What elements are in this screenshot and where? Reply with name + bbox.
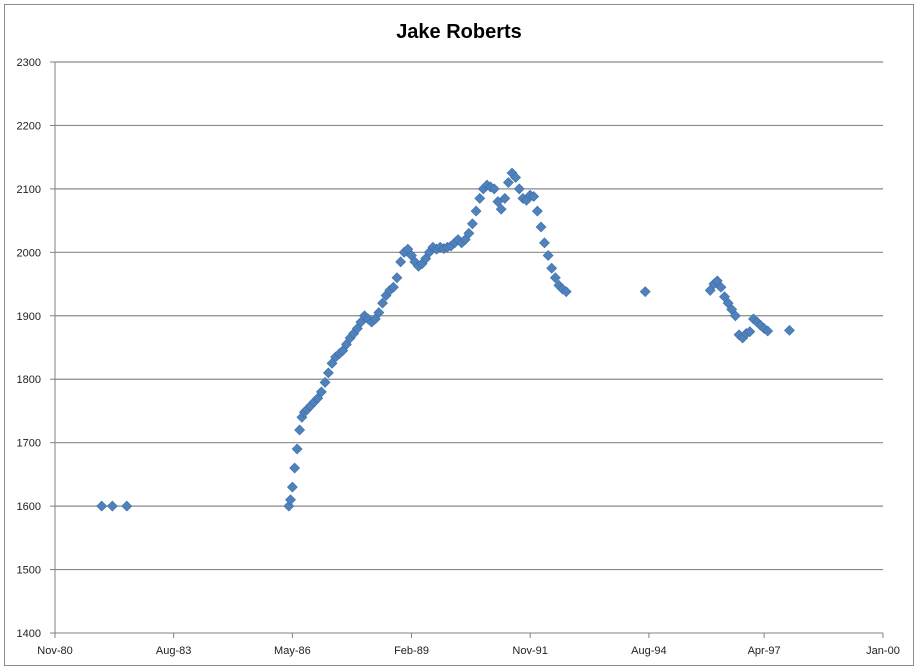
data-point: [395, 256, 407, 268]
data-point: [513, 183, 525, 195]
data-point: [285, 494, 296, 506]
data-point: [744, 326, 756, 338]
data-point: [560, 286, 572, 298]
x-tick-label: Jan-00: [866, 645, 900, 657]
data-point: [286, 481, 298, 493]
data-point: [729, 310, 741, 322]
data-point: [294, 424, 306, 436]
data-point: [528, 191, 540, 202]
x-tick-label: Aug-83: [156, 645, 191, 657]
data-point: [549, 272, 561, 284]
data-point: [510, 172, 522, 183]
data-point: [715, 281, 727, 293]
x-tick-label: May-86: [274, 645, 311, 657]
data-point: [121, 500, 133, 512]
data-point: [291, 443, 303, 455]
data-point: [546, 262, 558, 274]
y-tick-label: 2300: [17, 57, 41, 69]
gridlines: [55, 61, 883, 571]
data-point: [463, 227, 475, 239]
data-point: [106, 500, 118, 512]
data-point: [495, 203, 507, 215]
data-point: [639, 286, 651, 298]
data-point: [289, 462, 301, 474]
data-point: [387, 281, 399, 293]
y-tick-label: 1500: [17, 565, 41, 577]
data-point: [373, 307, 385, 319]
data-point: [488, 183, 500, 195]
data-point: [784, 324, 795, 336]
y-tick-label: 2200: [17, 120, 41, 132]
x-tick-label: Feb-89: [394, 645, 429, 657]
data-point: [502, 177, 514, 188]
data-point: [762, 325, 774, 337]
data-point: [315, 386, 327, 398]
y-tick-label: 2000: [17, 247, 41, 259]
y-tick-label: 2100: [17, 184, 41, 196]
data-point: [391, 272, 403, 284]
y-tick-label: 1400: [17, 628, 41, 640]
data-point: [467, 218, 478, 230]
x-tick-label: Apr-97: [748, 645, 781, 657]
data-point: [322, 367, 334, 379]
y-tick-label: 1800: [17, 374, 41, 386]
data-point: [531, 205, 543, 217]
data-point: [377, 297, 388, 309]
data-point: [535, 221, 547, 233]
data-point: [539, 237, 550, 249]
x-tick-label: Nov-80: [37, 645, 72, 657]
data-point: [542, 250, 554, 261]
y-tick-label: 1700: [17, 438, 41, 450]
x-tick-label: Nov-91: [512, 645, 547, 657]
y-tick-label: 1600: [17, 501, 41, 513]
x-axis-tick-labels: Nov-80 Aug-83 May-86 Feb-89 Nov-91 Aug-94 Apr-…: [37, 645, 900, 657]
axes: [50, 61, 884, 638]
y-axis-tick-labels: 1400 1500 1600 1700 1800 1900 2000 2100 2200 2300: [17, 57, 41, 640]
data-points: [96, 167, 795, 512]
chart-title: Jake Roberts: [396, 21, 522, 43]
x-tick-label: Aug-94: [631, 645, 666, 657]
y-tick-label: 1900: [17, 311, 41, 323]
data-point: [470, 205, 482, 217]
data-point: [319, 376, 331, 388]
data-point: [96, 500, 108, 512]
chart-frame: [4, 4, 914, 666]
data-point: [474, 192, 486, 204]
data-point: [499, 192, 511, 204]
